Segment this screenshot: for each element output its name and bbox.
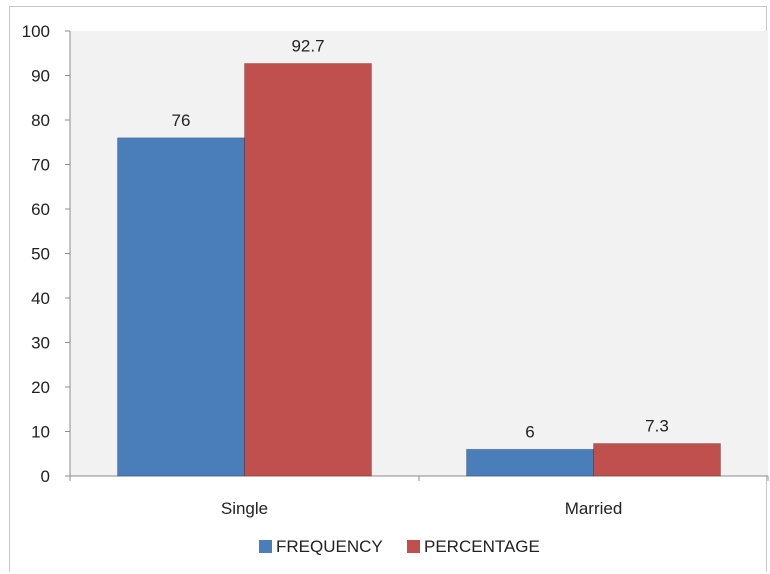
data-labels: 76 92.7 6 7.3 xyxy=(172,36,669,441)
y-tick-label: 70 xyxy=(31,156,50,175)
y-tick-label: 40 xyxy=(31,289,50,308)
bar-frequency-married xyxy=(466,448,594,477)
legend-label: PERCENTAGE xyxy=(424,537,540,556)
data-label: 76 xyxy=(172,111,191,130)
data-label: 7.3 xyxy=(645,417,669,436)
y-tick-label: 0 xyxy=(41,467,50,486)
x-category-label: Married xyxy=(565,499,623,518)
y-tick-label: 60 xyxy=(31,200,50,219)
bar-percentage-single xyxy=(244,63,372,477)
bar-percentage-married xyxy=(593,443,721,477)
y-tick-label: 100 xyxy=(22,22,50,41)
data-label: 92.7 xyxy=(291,36,324,55)
bars xyxy=(117,63,721,477)
legend-label: FREQUENCY xyxy=(276,537,383,556)
x-category-label: Single xyxy=(221,499,268,518)
bar-frequency-single xyxy=(117,137,245,477)
x-axis: Single Married xyxy=(69,475,769,518)
y-axis: 0 10 20 30 40 50 60 70 80 90 100 xyxy=(22,22,71,486)
legend-swatch-frequency xyxy=(259,540,272,553)
legend: FREQUENCY PERCENTAGE xyxy=(259,537,540,556)
y-tick-label: 90 xyxy=(31,67,50,86)
y-tick-label: 50 xyxy=(31,245,50,264)
data-label: 6 xyxy=(525,422,534,441)
y-tick-label: 20 xyxy=(31,378,50,397)
y-tick-label: 10 xyxy=(31,423,50,442)
y-tick-label: 80 xyxy=(31,111,50,130)
y-tick-label: 30 xyxy=(31,334,50,353)
legend-swatch-percentage xyxy=(407,540,420,553)
